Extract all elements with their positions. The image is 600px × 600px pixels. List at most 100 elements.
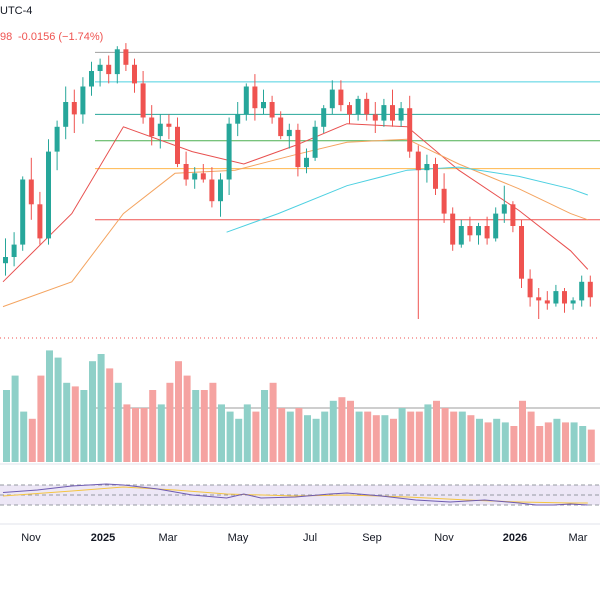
volume-bar	[476, 418, 483, 462]
candle	[338, 80, 344, 112]
candle	[372, 102, 378, 133]
candle-body	[226, 123, 232, 180]
x-tick-label: 2025	[91, 532, 115, 544]
volume-bar	[321, 411, 329, 462]
candle-body	[106, 64, 112, 75]
volume-bar	[484, 422, 492, 462]
x-tick-label: Sep	[362, 532, 382, 544]
candle	[20, 176, 26, 251]
candle	[544, 291, 550, 310]
volume-bars	[3, 350, 595, 462]
volume-bar	[415, 411, 423, 462]
volume-bar	[286, 411, 294, 462]
x-tick-label: Nov	[21, 532, 41, 544]
volume-bar	[235, 418, 243, 462]
candle	[243, 83, 249, 121]
time-axis: Nov 2025 Mar May Jul Sep Nov 2026 Mar	[21, 532, 588, 544]
candle-body	[458, 226, 464, 245]
ma-mid-line	[2, 138, 588, 308]
candle-body	[175, 126, 180, 164]
candle-body	[46, 151, 51, 239]
candle-body	[355, 98, 361, 115]
volume-bar	[493, 418, 501, 462]
candle	[519, 219, 524, 288]
volume-bar	[261, 390, 268, 462]
candle	[304, 148, 309, 174]
candle-body	[71, 102, 77, 115]
volume-bar	[11, 375, 19, 462]
candle	[579, 275, 585, 307]
candle	[261, 89, 266, 115]
volume-bar	[46, 350, 53, 462]
volume-bar	[519, 400, 526, 462]
rsi-line	[2, 483, 588, 506]
candle-body	[562, 291, 567, 304]
candle	[510, 201, 516, 233]
volume-bar	[467, 415, 475, 462]
candle-body	[89, 71, 94, 87]
candle-body	[372, 114, 378, 121]
candle	[114, 46, 120, 84]
candle-body	[278, 117, 284, 137]
candle-body	[501, 204, 507, 214]
x-tick-label: Jul	[303, 532, 317, 544]
candle-body	[398, 108, 404, 121]
volume-bar	[123, 404, 131, 462]
candle-body	[140, 83, 146, 118]
candle-body	[200, 173, 206, 180]
volume-bar	[166, 382, 174, 462]
volume-bar	[587, 429, 595, 462]
candle-body	[527, 278, 533, 298]
volume-bar	[28, 418, 36, 462]
candle-body	[183, 164, 189, 180]
candle	[200, 164, 206, 183]
volume-bar	[544, 422, 552, 462]
candle	[587, 275, 593, 307]
candle-body	[424, 164, 430, 171]
candle-body	[123, 49, 129, 65]
candle	[562, 288, 567, 313]
candle	[269, 95, 275, 124]
volume-bar	[175, 361, 182, 462]
volume-bar	[338, 397, 346, 462]
candle	[424, 154, 430, 183]
candle-body	[312, 126, 318, 158]
candle	[381, 98, 387, 127]
header-legend: UTC-4 98 -0.0156 (−1.74%)	[0, 5, 103, 43]
candle-body	[338, 89, 344, 106]
candle	[3, 238, 8, 276]
candle	[71, 89, 77, 133]
volume-bar	[570, 422, 578, 462]
candle	[484, 216, 490, 245]
candle-body	[579, 281, 585, 301]
candle-body	[510, 204, 516, 226]
candle-body	[192, 173, 198, 180]
volume-bar	[390, 418, 397, 462]
volume-bar	[295, 408, 303, 462]
candle	[80, 77, 86, 124]
volume-bar	[553, 418, 561, 462]
volume-bar	[312, 418, 320, 462]
volume-bar	[80, 390, 88, 462]
candle	[467, 216, 473, 242]
volume-bar	[183, 375, 191, 462]
candle-body	[536, 297, 542, 301]
volume-bar	[20, 411, 28, 462]
candle	[183, 151, 189, 186]
volume-bar	[37, 375, 45, 462]
candle-body	[20, 179, 26, 245]
volume-bar	[200, 390, 208, 462]
candle	[28, 157, 34, 220]
volume-bar	[501, 422, 509, 462]
candle	[501, 185, 507, 223]
ma-fast-line	[2, 123, 589, 283]
candle	[553, 284, 559, 307]
candle-body	[467, 226, 473, 236]
volume-bar	[364, 411, 372, 462]
volume-bar	[149, 390, 157, 462]
volume-bar	[441, 408, 449, 462]
candle	[11, 232, 17, 267]
volume-bar	[132, 408, 139, 462]
candle	[140, 71, 146, 124]
